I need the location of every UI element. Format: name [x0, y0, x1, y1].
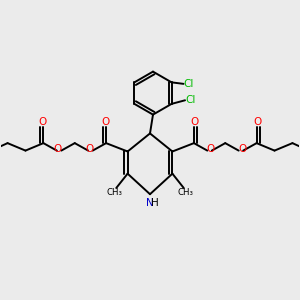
Text: O: O [253, 117, 261, 127]
Text: O: O [101, 117, 110, 127]
Text: CH₃: CH₃ [107, 188, 123, 197]
Text: N: N [146, 198, 154, 208]
Text: O: O [85, 144, 93, 154]
Text: CH₃: CH₃ [177, 188, 193, 197]
Text: O: O [238, 144, 246, 154]
Text: O: O [54, 144, 62, 154]
Text: Cl: Cl [185, 95, 196, 105]
Text: H: H [152, 198, 159, 208]
Text: O: O [39, 117, 47, 127]
Text: O: O [207, 144, 215, 154]
Text: O: O [190, 117, 199, 127]
Text: Cl: Cl [184, 79, 194, 89]
